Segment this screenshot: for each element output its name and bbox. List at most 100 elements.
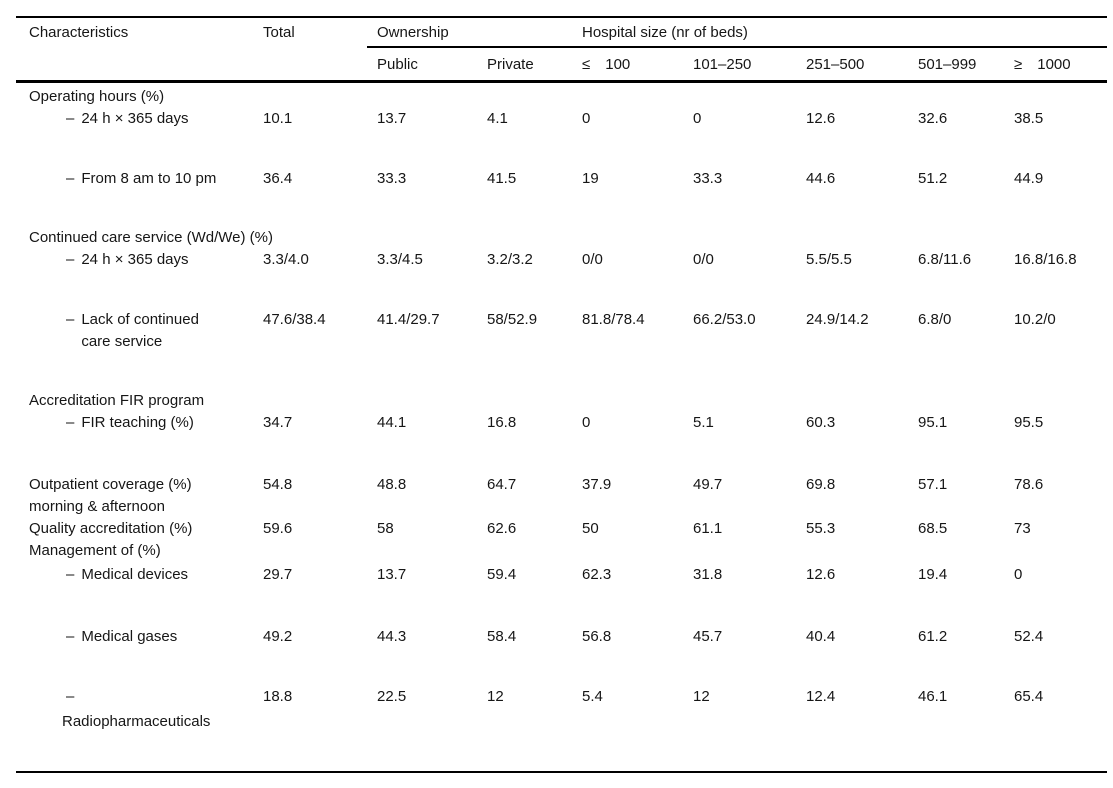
value-cell: 24.9/14.2	[806, 311, 869, 328]
value-cell: 0	[582, 110, 591, 127]
value-cell: 31.8	[693, 566, 723, 583]
value-cell: 50	[582, 520, 599, 537]
value-cell: 46.1	[918, 688, 948, 705]
indented-item: –24 h × 365 days	[29, 249, 263, 271]
value-cell: 10.1	[263, 110, 293, 127]
table-top-rule	[16, 16, 1107, 18]
value-cell: 16.8/16.8	[1014, 251, 1077, 268]
col-group-ownership: Ownership	[377, 23, 449, 41]
list-dash: –	[66, 628, 75, 645]
row-label: Quality accreditation (%)	[29, 520, 193, 537]
characteristics-table: Characteristics Total Ownership Hospital…	[16, 16, 1107, 773]
row-label: Outpatient coverage (%) morning & aftern…	[29, 476, 192, 515]
header-bottom-rule	[16, 80, 1107, 83]
col-group-hospital-size: Hospital size (nr of beds)	[582, 23, 748, 41]
value-cell: 69.8	[806, 476, 836, 493]
col-header-beds-ge-1000: ≥ 1000	[1014, 55, 1071, 73]
value-cell: 58/52.9	[487, 311, 538, 328]
value-cell: 62.6	[487, 520, 517, 537]
value-cell: 58	[377, 520, 394, 537]
table-subheader-row: Public Private ≤ 100 101–250 251–500 501…	[16, 48, 1107, 80]
value-cell: 57.1	[918, 476, 948, 493]
value-cell: 3.2/3.2	[487, 251, 533, 268]
value-cell: 52.4	[1014, 628, 1044, 645]
row-label-text: 24 h × 365 days	[81, 110, 189, 127]
col-header-beds-101-250: 101–250	[693, 55, 752, 73]
col-header-beds-501-999: 501–999	[918, 55, 977, 73]
indented-item: – Medical gases	[29, 626, 263, 648]
table-row: Quality accreditation (%) 59.6 58 62.6 50 61.…	[16, 518, 1107, 540]
value-cell: 41.4/29.7	[377, 311, 440, 328]
value-cell: 18.8	[263, 688, 293, 705]
value-cell: 19	[582, 170, 599, 187]
row-label-text: 24 h × 365 days	[81, 251, 189, 268]
value-cell: 73	[1014, 520, 1031, 537]
value-cell: 49.7	[693, 476, 723, 493]
table-row: – Radiopharmaceuticals 18.8 22.5 12 5.4 12 12.4…	[16, 686, 1107, 733]
col-header-public: Public	[377, 55, 418, 73]
table-bottom-rule	[16, 771, 1107, 773]
value-cell: 65.4	[1014, 688, 1044, 705]
section-header-row: Accreditation FIR program	[16, 390, 1107, 412]
table-row: –24 h × 365 days 10.1 13.7 4.1 0 0 12.6 32.6 38.…	[16, 108, 1107, 130]
value-cell: 5.4	[582, 688, 603, 705]
value-cell: 48.8	[377, 476, 407, 493]
row-label: –24 h × 365 days	[16, 108, 263, 130]
row-label: – FIR teaching (%)	[16, 412, 263, 434]
value-cell: 12	[487, 688, 504, 705]
value-cell: 22.5	[377, 688, 407, 705]
value-cell: 59.6	[263, 520, 293, 537]
value-cell: 61.1	[693, 520, 723, 537]
row-label: – From 8 am to 10 pm	[16, 168, 263, 190]
value-cell: 12.4	[806, 688, 836, 705]
value-cell: 12	[693, 688, 710, 705]
list-dash: –	[66, 414, 75, 431]
row-label-text: From 8 am to 10 pm	[81, 170, 217, 187]
value-cell: 4.1	[487, 110, 508, 127]
value-cell: 33.3	[377, 170, 407, 187]
list-dash: –	[66, 170, 75, 187]
value-cell: 12.6	[806, 110, 836, 127]
row-label-text: Medical gases	[81, 628, 178, 645]
value-cell: 44.1	[377, 414, 407, 431]
col-header-private: Private	[487, 55, 534, 73]
value-cell: 61.2	[918, 628, 948, 645]
indented-item: – From 8 am to 10 pm	[29, 168, 263, 190]
value-cell: 40.4	[806, 628, 836, 645]
value-cell: 95.5	[1014, 414, 1044, 431]
table-row: – Medical gases 49.2 44.3 58.4 56.8 45.7 40.4 61…	[16, 626, 1107, 648]
value-cell: 5.1	[693, 414, 714, 431]
list-dash: –	[66, 311, 75, 328]
table-header-group-row: Characteristics Total Ownership Hospital…	[16, 18, 1107, 46]
value-cell: 34.7	[263, 414, 293, 431]
value-cell: 60.3	[806, 414, 836, 431]
col-header-characteristics: Characteristics	[29, 23, 129, 41]
value-cell: 0	[693, 110, 702, 127]
row-label-text: FIR teaching (%)	[81, 414, 194, 431]
list-dash: –	[66, 251, 75, 268]
value-cell: 37.9	[582, 476, 612, 493]
table-row: – From 8 am to 10 pm 36.4 33.3 41.5 19 33.3 44.…	[16, 168, 1107, 190]
table-body: Operating hours (%) –24 h × 365 days 10.1 1…	[16, 86, 1107, 733]
value-cell: 38.5	[1014, 110, 1044, 127]
section-label: Continued care service (Wd/We) (%)	[29, 229, 273, 246]
value-cell: 0/0	[582, 251, 603, 268]
section-header-row: Operating hours (%)	[16, 86, 1107, 108]
section-header-row: Management of (%)	[16, 540, 1107, 562]
value-cell: 95.1	[918, 414, 948, 431]
value-cell: 5.5/5.5	[806, 251, 852, 268]
value-cell: 3.3/4.0	[263, 251, 309, 268]
section-label: Management of (%)	[29, 542, 161, 559]
indented-item: – Medical devices	[29, 564, 263, 586]
value-cell: 32.6	[918, 110, 948, 127]
list-dash: –	[66, 688, 75, 705]
col-header-beds-le-100: ≤ 100	[582, 55, 631, 73]
value-cell: 36.4	[263, 170, 293, 187]
value-cell: 29.7	[263, 566, 293, 583]
value-cell: 6.8/0	[918, 311, 952, 328]
indented-item: – FIR teaching (%)	[29, 412, 263, 434]
value-cell: 66.2/53.0	[693, 311, 756, 328]
value-cell: 81.8/78.4	[582, 311, 645, 328]
value-cell: 51.2	[918, 170, 948, 187]
value-cell: 62.3	[582, 566, 612, 583]
